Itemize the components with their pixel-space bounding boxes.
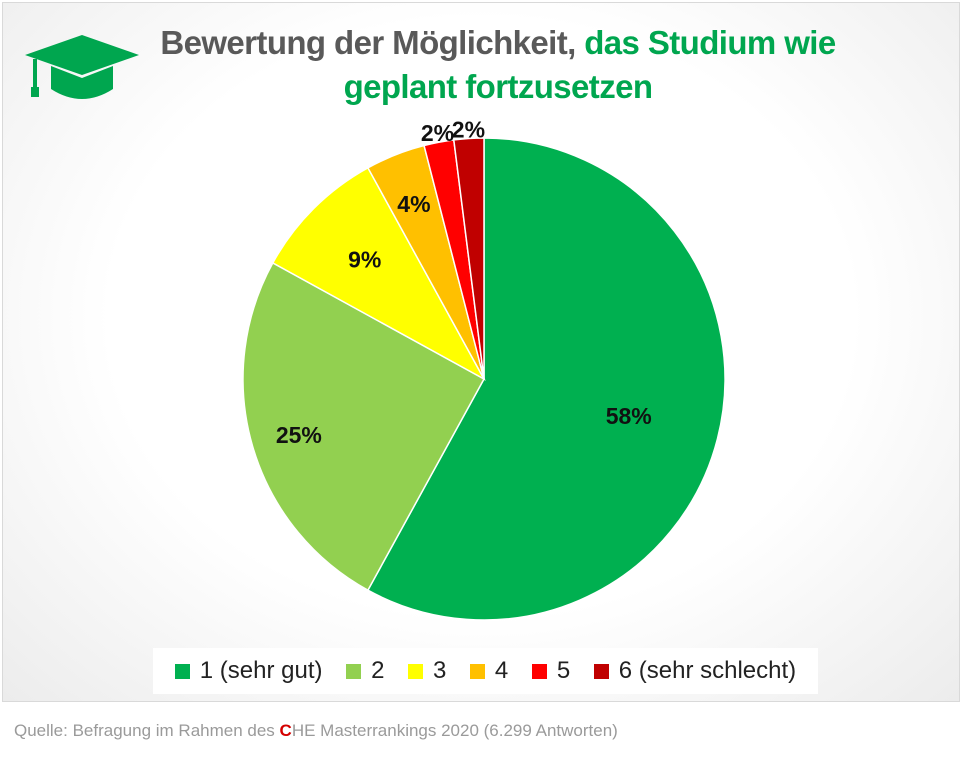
title-part-2: das Studium wie geplant fortzusetzen	[343, 24, 837, 105]
legend-swatch-4	[469, 663, 485, 679]
data-label-slice-4: 4%	[397, 191, 430, 217]
chart-frame: Bewertung der Möglichkeit, das Studium w…	[2, 2, 960, 702]
legend-item-5: 5	[531, 657, 571, 685]
legend-label-4: 4	[494, 657, 509, 684]
title-part-1: Bewertung der Möglichkeit,	[160, 24, 576, 61]
legend-item-3: 3	[407, 657, 447, 685]
legend-label-3: 3	[432, 657, 447, 684]
legend-swatch-2	[346, 663, 362, 679]
legend-swatch-6	[593, 663, 609, 679]
pie-slice-2	[242, 261, 486, 592]
pie-chart: 58% 25% 9% 4% 2%2%	[242, 116, 726, 621]
data-label-slice-2: 25%	[276, 422, 322, 448]
data-label-slice-1: 58%	[606, 403, 652, 429]
source-note: Quelle: Befragung im Rahmen des CHE Mast…	[14, 721, 618, 741]
legend-item-4: 4	[469, 657, 509, 685]
legend-swatch-3	[407, 663, 423, 679]
chart-title: Bewertung der Möglichkeit, das Studium w…	[103, 21, 893, 109]
legend-label-6: 6 (sehr schlecht)	[618, 657, 797, 684]
legend-label-5: 5	[556, 657, 571, 684]
chart-legend: 1 (sehr gut) 2 3 4 5 6 (sehr schlecht)	[153, 648, 818, 694]
source-suffix: HE Masterrankings 2020 (6.299 Antworten)	[291, 721, 618, 740]
legend-swatch-1	[174, 663, 190, 679]
legend-swatch-5	[531, 663, 547, 679]
legend-item-2: 2	[346, 657, 384, 685]
source-prefix: Quelle: Befragung im Rahmen des	[14, 721, 280, 740]
pie-slice-1	[366, 137, 726, 621]
pie-slice-3	[271, 166, 486, 381]
pie-slice-6	[452, 137, 485, 380]
legend-item-6: 6 (sehr schlecht)	[593, 657, 797, 685]
legend-item-1: 1 (sehr gut)	[174, 657, 323, 685]
graduation-cap-icon	[25, 35, 139, 99]
data-label-slice-5: 2%	[421, 120, 454, 146]
source-brand-c: C	[279, 721, 292, 740]
legend-label-1: 1 (sehr gut)	[199, 657, 323, 684]
data-label-slice-3: 9%	[348, 247, 381, 273]
data-label-slice-6: 2%	[452, 116, 485, 142]
legend-label-2: 2	[371, 657, 385, 684]
